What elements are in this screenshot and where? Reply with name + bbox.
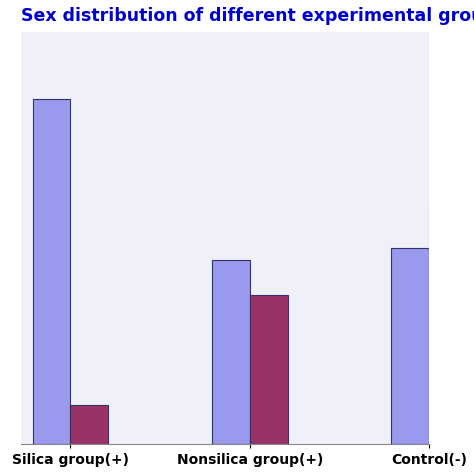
Bar [429, 201, 467, 444]
Text: Sex distribution of different experimental group: Sex distribution of different experiment… [21, 7, 474, 25]
Bar [71, 405, 108, 444]
Bar [212, 260, 250, 444]
Bar [391, 248, 429, 444]
Bar [33, 99, 71, 444]
Bar [250, 295, 288, 444]
